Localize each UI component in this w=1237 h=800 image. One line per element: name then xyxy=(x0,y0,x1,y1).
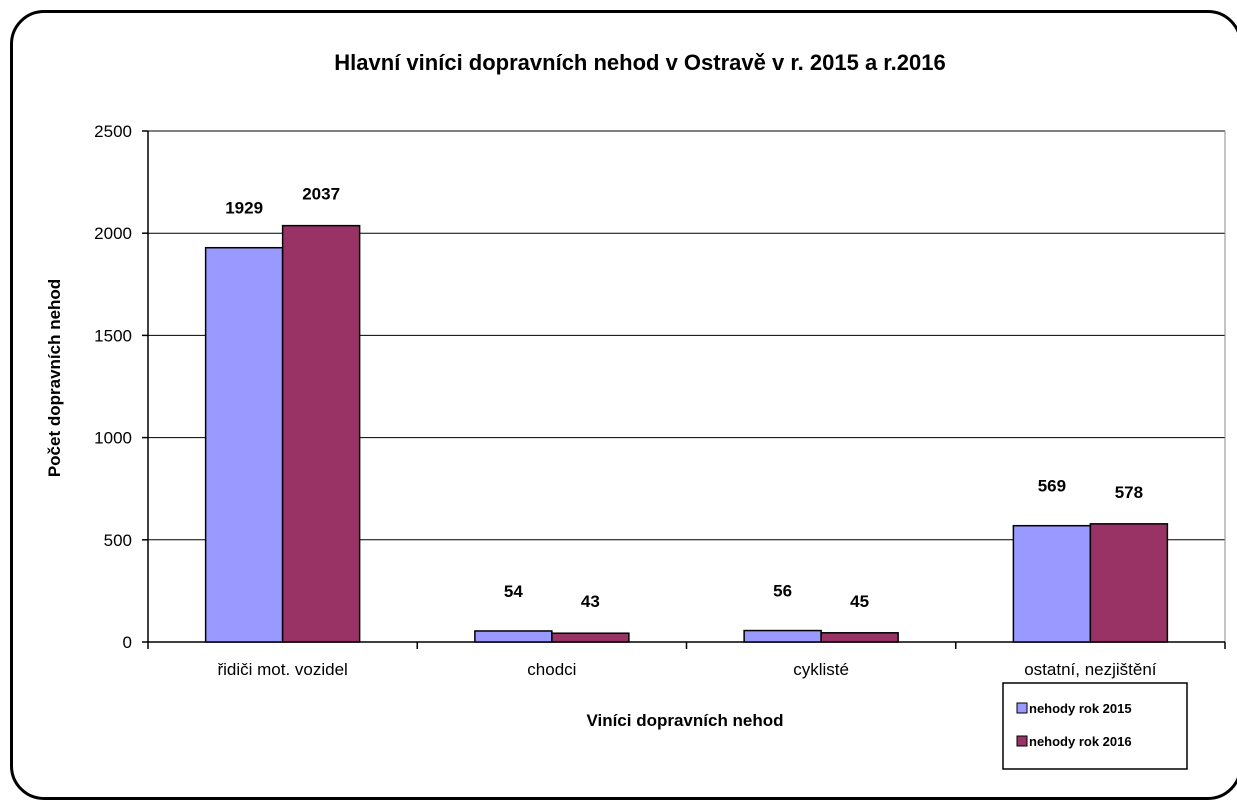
bar xyxy=(820,632,899,643)
data-label: 45 xyxy=(850,592,869,611)
legend: nehody rok 2015 nehody rok 2016 xyxy=(1002,682,1188,770)
bar xyxy=(474,630,553,643)
y-tick-label: 2500 xyxy=(94,122,132,141)
plot-area: 0 500 1000 1500 2000 2500 řidiči mot. vozidel 1… xyxy=(94,122,1226,679)
y-tick-label: 500 xyxy=(104,531,132,550)
legend-swatch xyxy=(1016,735,1028,747)
bar xyxy=(1012,524,1092,643)
data-label: 54 xyxy=(504,582,523,601)
y-axis-title: Počet dopravních nehod xyxy=(45,279,64,477)
y-tick-label: 2000 xyxy=(94,224,132,243)
data-label: 56 xyxy=(773,582,792,601)
data-label: 1929 xyxy=(225,199,263,218)
data-label: 43 xyxy=(581,592,600,611)
y-tick-label: 1500 xyxy=(94,326,132,345)
bar xyxy=(1089,523,1169,643)
legend-label: nehody rok 2016 xyxy=(1029,734,1132,749)
bar xyxy=(204,246,284,643)
data-label: 2037 xyxy=(302,185,340,204)
bar xyxy=(743,629,822,643)
x-tick-label: chodci xyxy=(527,660,576,679)
x-tick-label: řidiči mot. vozidel xyxy=(217,660,347,679)
y-tick-label: 0 xyxy=(123,633,132,652)
bar xyxy=(281,224,361,643)
y-tick-label: 1000 xyxy=(94,429,132,448)
chart-title: Hlavní viníci dopravních nehod v Ostravě… xyxy=(334,50,945,75)
x-tick-label: ostatní, nezjištění xyxy=(1024,660,1157,679)
data-label: 569 xyxy=(1038,477,1066,496)
legend-label: nehody rok 2015 xyxy=(1029,701,1132,716)
bar xyxy=(551,632,630,643)
legend-box xyxy=(1002,682,1188,770)
x-tick-label: cyklisté xyxy=(793,660,849,679)
legend-swatch xyxy=(1016,702,1028,714)
x-axis-title: Viníci dopravních nehod xyxy=(586,711,783,730)
data-label: 578 xyxy=(1115,483,1143,502)
